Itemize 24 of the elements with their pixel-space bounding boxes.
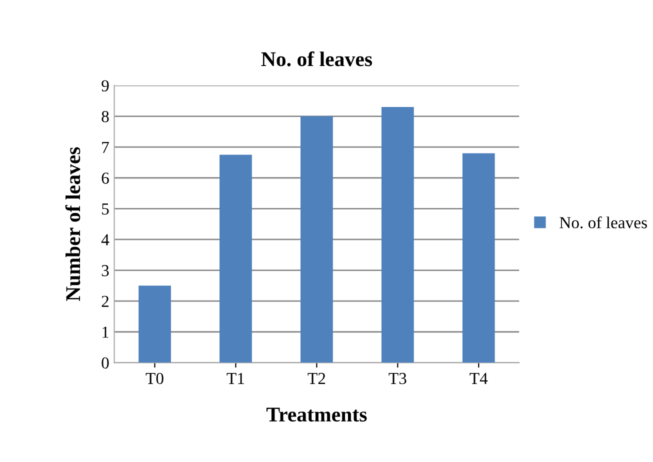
bar (300, 116, 333, 363)
y-axis-title: Number of leaves (65, 147, 80, 302)
x-tick-label: T4 (470, 372, 488, 384)
y-tick-label: 7 (102, 142, 109, 153)
y-tick-label: 8 (102, 110, 109, 122)
x-tick-label: T1 (226, 372, 244, 384)
y-tick-label: 9 (102, 80, 109, 92)
y-tick-label: 0 (102, 357, 109, 369)
y-tick-label: 3 (102, 265, 109, 276)
x-tick-label: T0 (146, 372, 164, 384)
bar (220, 154, 252, 363)
x-tick-label: T2 (308, 372, 326, 384)
x-axis-title: Treatments (266, 408, 367, 422)
bar (462, 153, 495, 363)
y-tick-label: 2 (102, 296, 108, 307)
y-tick-label: 4 (101, 234, 110, 246)
x-tick-label: T3 (388, 372, 406, 384)
legend-label: No. of leaves (560, 216, 647, 228)
y-tick-label: 1 (102, 326, 108, 338)
y-tick-label: 6 (102, 172, 109, 184)
y-tick-label: 5 (102, 204, 109, 215)
bar (138, 286, 171, 363)
chart-title: No. of leaves (261, 51, 372, 66)
bar (381, 107, 414, 363)
